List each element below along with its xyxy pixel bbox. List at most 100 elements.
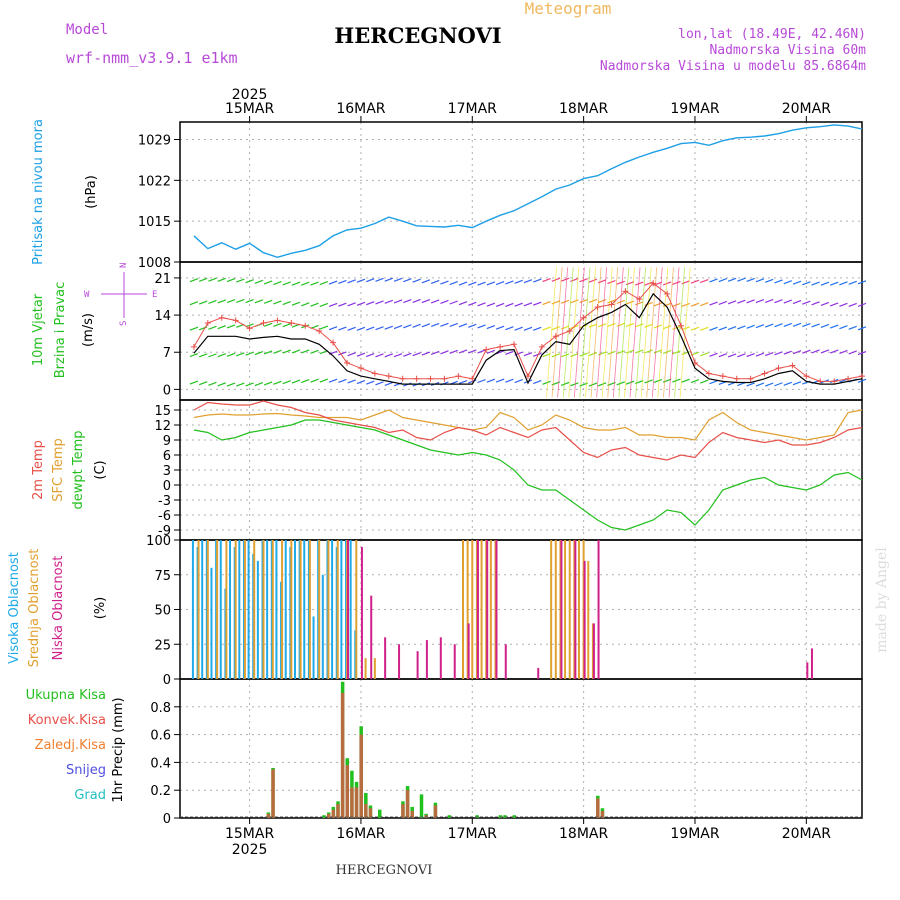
wind-barb [282, 323, 291, 328]
wind-barb [421, 351, 431, 356]
wind-barb [338, 378, 347, 384]
wind-speed-line [193, 292, 863, 385]
wind-barb [356, 301, 366, 306]
wind-barb [514, 326, 523, 331]
y-tick-label: 1029 [138, 134, 171, 149]
precip-bar-1 [433, 805, 438, 818]
temp-ylabel3: dewpt Temp [71, 430, 86, 509]
wind-barb [672, 280, 681, 286]
wind-barb [403, 299, 412, 304]
wind-barb [718, 300, 728, 306]
wind-barb [718, 353, 728, 358]
wind-barb [690, 302, 700, 307]
wind-barb [783, 322, 792, 327]
wind-barb [700, 379, 709, 384]
wind-barb [662, 281, 672, 286]
wind-barb [755, 278, 765, 283]
wind-barb [746, 277, 755, 282]
wind-barb [755, 382, 765, 387]
page-title: HERCEGNOVI [334, 23, 501, 48]
x-tick-label-top: 18MAR [559, 101, 608, 117]
y-tick-label: 12 [154, 419, 171, 434]
wind-ylabel: 10m Vjetar [31, 293, 46, 366]
wind-barb [495, 325, 505, 330]
wind-barb [635, 301, 644, 306]
wind-barb [486, 378, 496, 383]
wind-barb [523, 352, 533, 357]
y-tick-label: 1008 [138, 256, 171, 271]
wind-barb [542, 278, 551, 283]
wind-barb [551, 326, 561, 331]
wind-barb [226, 382, 236, 387]
wind-barb [198, 326, 208, 331]
wind-barb [254, 299, 264, 304]
wind-barb [328, 302, 338, 308]
wind-barb [440, 280, 449, 285]
year-label-bottom: 2025 [232, 842, 268, 858]
wind-barb [486, 324, 496, 330]
wind-hatch [590, 267, 602, 398]
wind-barb [384, 325, 393, 330]
wind-barb [263, 381, 273, 386]
y-tick-label: -6 [158, 509, 171, 524]
x-tick-label-top: 17MAR [448, 101, 497, 117]
wind-hatch [585, 267, 596, 398]
wind-barb [458, 380, 468, 385]
wind-barb [301, 349, 310, 354]
precip-bar-1 [340, 692, 345, 818]
wind-barb [616, 350, 625, 355]
wind-barb [802, 322, 811, 328]
wind-barb [690, 326, 700, 331]
wind-barb [560, 353, 570, 358]
wind-barb [533, 352, 542, 357]
wind-barb [375, 277, 384, 282]
wind-barb [338, 302, 347, 307]
wind-hatch [557, 267, 569, 398]
wind-barb [245, 298, 254, 304]
precip-bar-1 [368, 808, 373, 818]
wind-barb [282, 380, 291, 385]
x-tick-label-bottom: 17MAR [448, 826, 497, 842]
wind-barb [523, 302, 533, 307]
wind-barb [597, 279, 607, 284]
wind-barb [412, 298, 421, 304]
wind-barb [857, 326, 867, 331]
wind-barb [514, 378, 523, 384]
wind-barb [839, 281, 848, 286]
wind-barb [208, 277, 217, 282]
precip-bar-0 [377, 809, 382, 818]
wind-barb [690, 379, 700, 384]
y-tick-label: 25 [154, 638, 171, 653]
wind-barb [672, 350, 681, 355]
wind-barb [226, 352, 236, 357]
wind-barb [226, 324, 236, 329]
wind-barb [802, 281, 811, 286]
plot-layer: 1008101510221029071421-9-6-3036912150255… [138, 87, 867, 858]
temp-ylabel2: SFC Temp [51, 438, 66, 502]
wind-barb [217, 353, 226, 358]
x-tick-label-top: 20MAR [782, 101, 831, 117]
wind-barb [514, 302, 523, 307]
wind-barb [291, 349, 301, 354]
wind-barb [291, 281, 301, 286]
wind-barb [570, 299, 579, 304]
2m-temp-line [193, 400, 863, 461]
y-tick-label: 21 [154, 272, 171, 287]
wind-barb [208, 325, 217, 330]
y-tick-label: 15 [154, 404, 171, 419]
wind-barb [217, 299, 226, 304]
wind-barb [440, 322, 449, 327]
wind-barb [700, 302, 709, 307]
wind-hatch [612, 267, 624, 398]
wind-barb [458, 281, 468, 286]
watermark: made by Angel [874, 547, 890, 653]
wind-barb [597, 351, 607, 356]
wind-barb [384, 277, 393, 282]
wind-barb [430, 322, 440, 328]
wind-barb [198, 277, 208, 282]
y-tick-label: 6 [163, 449, 171, 464]
wind-barb [310, 281, 319, 286]
wind-barb [236, 382, 245, 387]
x-tick-label-bottom: 16MAR [336, 826, 385, 842]
